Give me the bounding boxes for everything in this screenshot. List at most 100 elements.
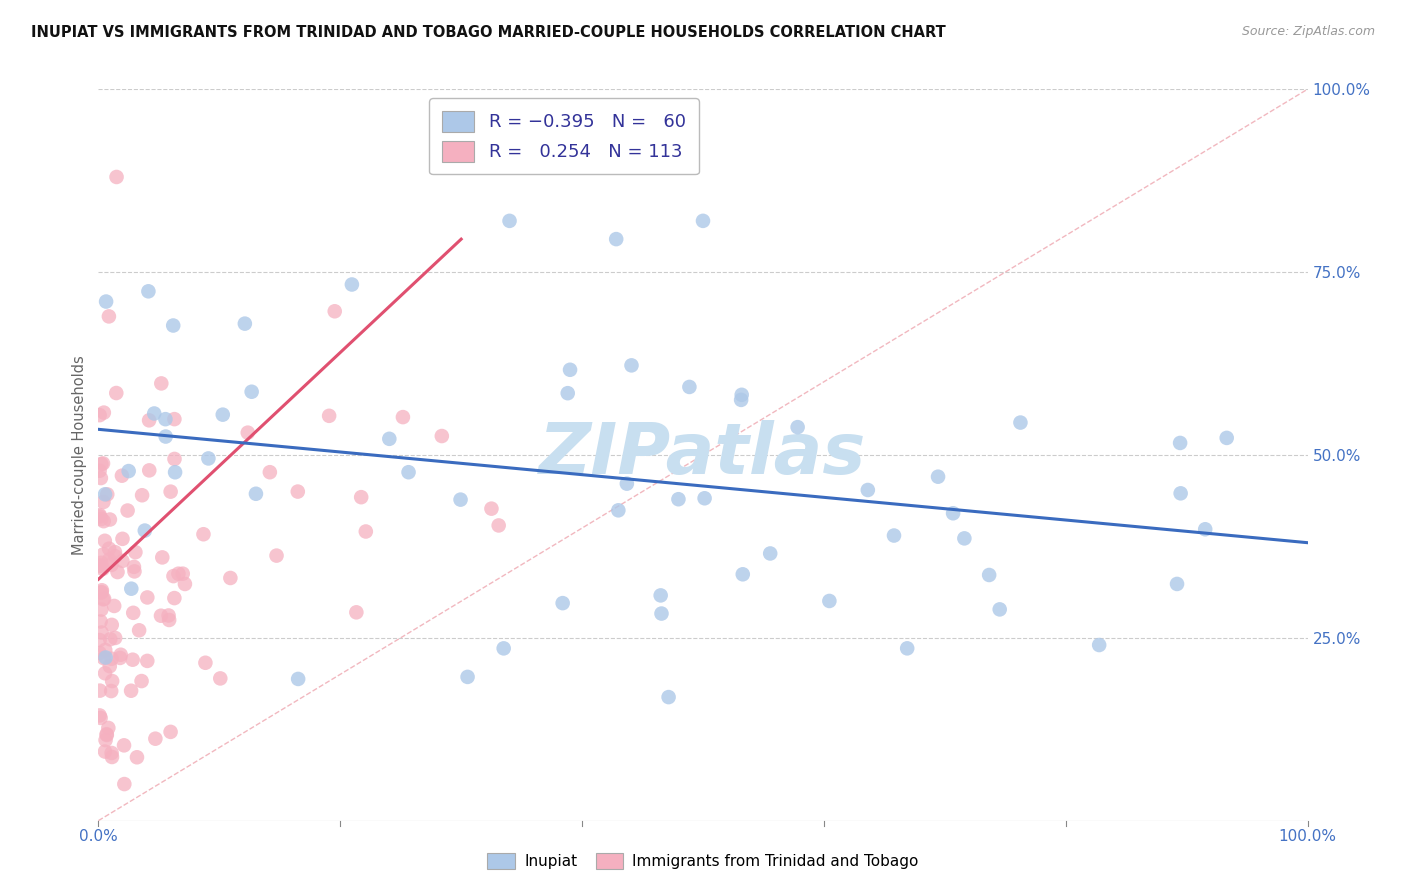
Point bbox=[616, 476, 638, 491]
Point bbox=[942, 506, 965, 520]
Point bbox=[96, 728, 118, 742]
Point bbox=[157, 608, 180, 623]
Point bbox=[104, 631, 127, 645]
Point bbox=[245, 487, 267, 501]
Point bbox=[93, 651, 115, 665]
Point bbox=[1088, 638, 1111, 652]
Point bbox=[650, 607, 672, 621]
Point bbox=[138, 413, 160, 427]
Point bbox=[551, 596, 574, 610]
Point bbox=[759, 546, 782, 560]
Point bbox=[112, 739, 135, 753]
Point bbox=[883, 528, 905, 542]
Legend: Inupiat, Immigrants from Trinidad and Tobago: Inupiat, Immigrants from Trinidad and To… bbox=[481, 847, 925, 875]
Point bbox=[98, 552, 121, 566]
Point bbox=[96, 727, 118, 741]
Point bbox=[498, 214, 520, 228]
Point bbox=[122, 606, 145, 620]
Point bbox=[481, 501, 503, 516]
Point bbox=[89, 708, 111, 723]
Point bbox=[118, 464, 141, 478]
Point bbox=[94, 294, 117, 309]
Legend: R = −0.395   N =   60, R =   0.254   N = 113: R = −0.395 N = 60, R = 0.254 N = 113 bbox=[429, 98, 699, 174]
Point bbox=[90, 625, 112, 640]
Point bbox=[105, 169, 128, 184]
Point bbox=[150, 608, 173, 623]
Point bbox=[89, 464, 111, 478]
Point bbox=[174, 577, 197, 591]
Point bbox=[111, 532, 134, 546]
Point bbox=[134, 524, 156, 538]
Point bbox=[163, 591, 186, 606]
Text: INUPIAT VS IMMIGRANTS FROM TRINIDAD AND TOBAGO MARRIED-COUPLE HOUSEHOLDS CORRELA: INUPIAT VS IMMIGRANTS FROM TRINIDAD AND … bbox=[31, 25, 946, 40]
Point bbox=[122, 559, 145, 574]
Point bbox=[323, 304, 346, 318]
Point bbox=[100, 684, 122, 698]
Point bbox=[128, 624, 150, 638]
Point bbox=[731, 388, 754, 402]
Point bbox=[620, 359, 643, 373]
Point bbox=[159, 484, 181, 499]
Point bbox=[91, 457, 114, 471]
Point bbox=[90, 585, 112, 599]
Point bbox=[731, 567, 754, 582]
Point bbox=[96, 487, 118, 501]
Point bbox=[266, 549, 288, 563]
Point bbox=[98, 541, 121, 556]
Point bbox=[1194, 522, 1216, 536]
Point bbox=[100, 651, 122, 665]
Point bbox=[89, 559, 111, 574]
Point bbox=[89, 633, 111, 648]
Point bbox=[90, 615, 112, 629]
Point bbox=[344, 605, 367, 619]
Point bbox=[110, 648, 132, 662]
Point bbox=[90, 512, 112, 526]
Point bbox=[287, 672, 309, 686]
Point bbox=[93, 514, 115, 528]
Point bbox=[287, 484, 309, 499]
Point bbox=[94, 666, 117, 681]
Point bbox=[236, 425, 259, 440]
Point bbox=[101, 674, 124, 689]
Point bbox=[318, 409, 340, 423]
Point bbox=[131, 488, 153, 502]
Point bbox=[100, 746, 122, 760]
Point bbox=[163, 452, 186, 467]
Point bbox=[259, 465, 281, 479]
Point bbox=[94, 733, 117, 747]
Point bbox=[145, 731, 167, 746]
Point bbox=[97, 721, 120, 735]
Point bbox=[172, 566, 194, 581]
Point bbox=[89, 683, 111, 698]
Point bbox=[1170, 486, 1192, 500]
Point bbox=[89, 508, 111, 523]
Point bbox=[430, 429, 453, 443]
Point bbox=[89, 558, 111, 573]
Point bbox=[97, 310, 120, 324]
Point bbox=[89, 509, 111, 524]
Point bbox=[211, 408, 233, 422]
Point bbox=[100, 618, 122, 632]
Point bbox=[209, 672, 232, 686]
Point bbox=[90, 583, 112, 598]
Point bbox=[557, 386, 579, 401]
Point bbox=[98, 659, 121, 673]
Point bbox=[354, 524, 377, 539]
Y-axis label: Married-couple Households: Married-couple Households bbox=[72, 355, 87, 555]
Point bbox=[111, 468, 134, 483]
Point bbox=[927, 469, 949, 483]
Point bbox=[103, 599, 125, 613]
Point bbox=[136, 654, 159, 668]
Point bbox=[90, 556, 112, 570]
Point bbox=[93, 547, 115, 561]
Point bbox=[93, 406, 115, 420]
Point bbox=[112, 777, 135, 791]
Point bbox=[219, 571, 242, 585]
Point bbox=[693, 491, 716, 506]
Point bbox=[101, 750, 124, 764]
Point bbox=[111, 554, 134, 568]
Point bbox=[143, 407, 166, 421]
Point bbox=[730, 392, 752, 407]
Point bbox=[488, 518, 510, 533]
Point bbox=[953, 532, 976, 546]
